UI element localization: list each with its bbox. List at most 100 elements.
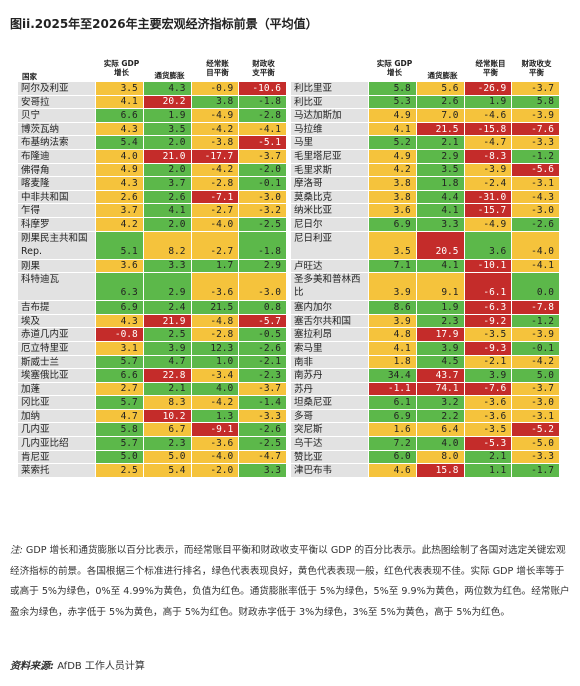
fiscal-cell: 2.9 [238,259,286,273]
fiscal-cell: -4.2 [511,355,559,369]
current-account-cell: 12.3 [190,341,239,355]
gdp-cell: 4.2 [368,163,416,177]
gdp-cell: 4.6 [368,464,416,477]
inflation-cell: 4.1 [142,204,191,217]
country-name: 刚果民主共和国 Rep. [18,231,95,259]
note-label: 注: [10,545,23,556]
inflation-cell: 2.9 [415,149,464,163]
inflation-cell: 2.9 [142,273,191,301]
current-account-cell: -2.0 [190,464,239,477]
table-row: 尼日尔 6.9 3.3 -4.9 -2.6 [291,217,559,232]
inflation-cell: 15.8 [415,464,464,477]
gdp-cell: 3.5 [95,82,143,95]
heatmap-table-right: 实际 GDP 增长 通货膨胀 经常账目 平衡 财政收支 平衡 利比里亚 5.8 5.… [291,58,559,478]
fiscal-cell: -0.1 [238,177,286,190]
inflation-cell: 4.3 [142,82,191,95]
table-row: 马里 5.2 2.1 -4.7 -3.3 [291,136,559,150]
table-row: 布隆迪 4.0 21.0 -17.7 -3.7 [18,149,286,164]
gdp-cell: 4.7 [95,409,143,423]
fiscal-cell: -3.0 [238,190,286,204]
table-row: 吉布提 6.9 2.4 21.5 0.8 [18,301,286,315]
gdp-cell: 3.6 [95,259,143,273]
gdp-cell: 3.8 [368,177,416,190]
fiscal-cell: -1.2 [511,149,559,163]
table-row: 莱索托 2.5 5.4 -2.0 3.3 [18,464,286,478]
fiscal-cell: -1.4 [238,396,286,409]
fiscal-cell: 0.0 [511,273,559,301]
country-name: 乌干达 [291,437,368,450]
table-row: 中非共和国 2.6 2.6 -7.1 -3.0 [18,190,286,205]
table-row: 刚果民主共和国 Rep. 5.1 8.2 -2.7 -1.8 [18,231,286,260]
country-name: 冈比亚 [18,396,95,409]
source-line: 资料来源: AfDB 工作人员计算 [10,657,145,672]
inflation-cell: 8.2 [142,231,191,259]
country-name: 埃及 [18,314,95,328]
gdp-cell: 7.1 [368,259,416,273]
gdp-cell: 34.4 [368,369,416,382]
country-name: 赤道几内亚 [18,328,95,341]
country-name: 科特迪瓦 [18,273,95,301]
table-row: 突尼斯 1.6 6.4 -3.5 -5.2 [291,423,559,438]
current-account-cell: -2.7 [190,231,239,259]
heatmap-table-left: 国家 实际 GDP 增长 通货膨胀 经常账 目平衡 财政收 支平衡 阿尔及利亚 3… [18,58,286,478]
fiscal-cell: -0.5 [238,328,286,341]
current-account-cell: -31.0 [463,190,512,204]
table-row: 塞内加尔 8.6 1.9 -6.3 -7.8 [291,301,559,315]
fiscal-cell: 0.8 [238,301,286,314]
gdp-cell: 4.1 [368,122,416,136]
fiscal-cell: -2.1 [238,355,286,369]
country-name: 几内亚 [18,423,95,437]
table-row: 厄立特里亚 3.1 3.9 12.3 -2.6 [18,341,286,356]
header-gdp: 实际 GDP 增长 [376,59,413,77]
gdp-cell: 3.8 [368,190,416,204]
current-account-cell: 1.1 [463,464,512,477]
fiscal-cell: -3.7 [511,82,559,95]
current-account-cell: 21.5 [190,301,239,314]
inflation-cell: 2.1 [142,382,191,396]
inflation-cell: 6.4 [415,423,464,437]
country-name: 索马里 [291,341,368,355]
current-account-cell: -17.7 [190,149,239,163]
inflation-cell: 3.3 [415,217,464,231]
gdp-cell: 6.6 [95,109,143,122]
fiscal-cell: -3.9 [511,328,559,341]
current-account-cell: -2.8 [190,177,239,190]
country-name: 马拉维 [291,122,368,136]
inflation-cell: 9.1 [415,273,464,301]
current-account-cell: -15.7 [463,204,512,217]
gdp-cell: 2.7 [95,382,143,396]
country-name: 莫桑比克 [291,190,368,204]
table-row: 圣多美和普林西比 3.9 9.1 -6.1 0.0 [291,273,559,302]
country-name: 利比里亚 [291,82,368,95]
current-account-cell: 2.1 [463,450,512,464]
fiscal-cell: -7.8 [511,301,559,314]
table-row: 赞比亚 6.0 8.0 2.1 -3.3 [291,450,559,465]
country-name: 吉布提 [18,301,95,314]
table-row: 科特迪瓦 6.3 2.9 -3.6 -3.0 [18,273,286,302]
table-row: 马达加斯加 4.9 7.0 -4.6 -3.9 [291,109,559,123]
country-name: 刚果 [18,259,95,273]
fiscal-cell: -5.7 [238,314,286,328]
current-account-cell: -3.8 [190,136,239,149]
header-fiscal: 财政收支 平衡 [521,59,552,77]
current-account-cell: 3.9 [463,369,512,382]
table-row: 喀麦隆 4.3 3.7 -2.8 -0.1 [18,177,286,191]
fiscal-cell: -3.1 [511,409,559,423]
gdp-cell: 4.9 [368,149,416,163]
gdp-cell: 5.2 [368,136,416,149]
current-account-cell: -7.1 [190,190,239,204]
gdp-cell: 4.1 [95,95,143,109]
table-row: 阿尔及利亚 3.5 4.3 -0.9 -10.6 [18,82,286,96]
current-account-cell: -4.9 [190,109,239,122]
table-row: 多哥 6.9 2.2 -3.6 -3.1 [291,409,559,424]
current-account-cell: 1.7 [190,259,239,273]
gdp-cell: -0.8 [95,328,143,341]
fiscal-cell: -1.8 [238,95,286,109]
current-account-cell: -3.4 [190,369,239,382]
inflation-cell: 2.0 [142,217,191,231]
current-account-cell: -3.6 [190,273,239,301]
header-country: 国家 [22,72,37,81]
current-account-cell: -15.8 [463,122,512,136]
inflation-cell: 1.8 [415,177,464,190]
inflation-cell: 3.7 [142,177,191,190]
